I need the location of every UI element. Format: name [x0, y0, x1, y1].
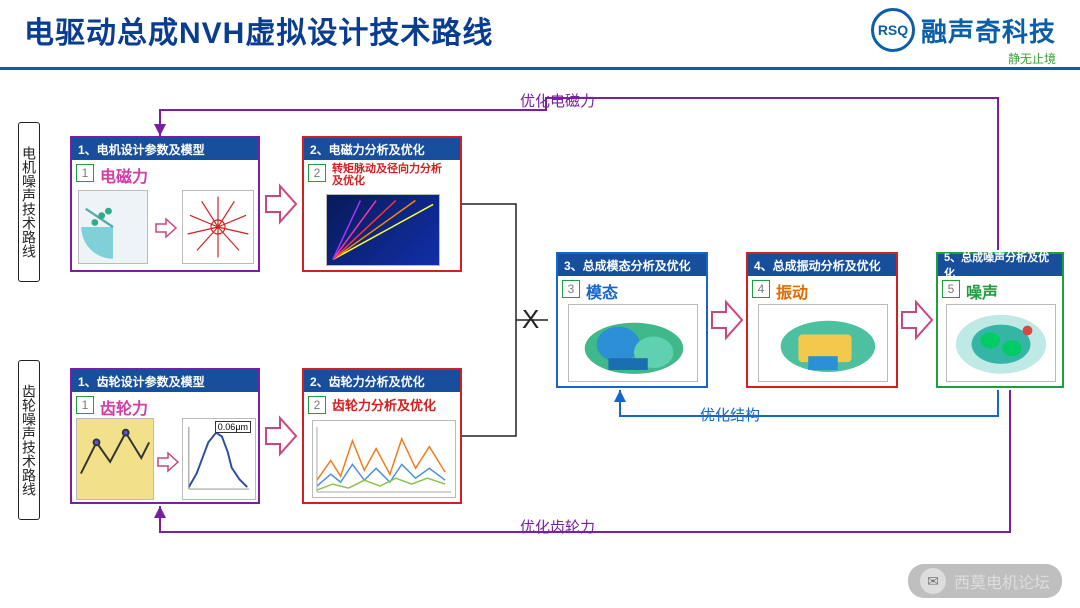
feedback-gear: 优化齿轮力 [520, 516, 595, 537]
step-number: 3 [562, 280, 580, 298]
step-number: 5 [942, 280, 960, 298]
step-label: 噪声 [966, 279, 998, 303]
step-number: 1 [76, 164, 94, 182]
box-modal: 3、总成模态分析及优化 3 模态 [556, 252, 708, 388]
thumb-modal-icon [568, 304, 698, 382]
box-header: 5、总成噪声分析及优化 [938, 254, 1062, 276]
thumb-force-rosette-icon [182, 190, 254, 264]
box-gear-force: 2、齿轮力分析及优化 2 齿轮力分析及优化 [302, 368, 462, 504]
box-header: 2、齿轮力分析及优化 [304, 370, 460, 392]
arrow-icon [154, 216, 178, 240]
page-title: 电驱动总成NVH虚拟设计技术路线 [24, 8, 493, 52]
logo-badge-icon: RSQ [871, 8, 915, 52]
combine-x: X [522, 304, 539, 335]
thumb-gearmesh-icon [76, 418, 154, 500]
box-motor-params: 1、电机设计参数及模型 1 电磁力 [70, 136, 260, 272]
feedback-struct: 优化结构 [700, 404, 760, 425]
box-header: 1、电机设计参数及模型 [72, 138, 258, 160]
step-label: 振动 [776, 279, 808, 303]
box-gear-params: 1、齿轮设计参数及模型 1 齿轮力 0.06μm [70, 368, 260, 504]
side-label-motor: 电机噪声技术路线 [18, 122, 40, 282]
box-header: 1、齿轮设计参数及模型 [72, 370, 258, 392]
step-label: 转矩脉动及径向力分析及优化 [332, 163, 452, 187]
watermark: ✉ 西莫电机论坛 [908, 564, 1062, 598]
box-header: 3、总成模态分析及优化 [558, 254, 706, 276]
arrow-icon [264, 182, 298, 226]
thumb-microgeom-icon: 0.06μm [182, 418, 256, 500]
thumb-campbell-icon [326, 194, 440, 266]
thumb-noise-icon [946, 304, 1056, 382]
box-noise: 5、总成噪声分析及优化 5 噪声 [936, 252, 1064, 388]
logo-text: 融声奇科技 [921, 12, 1056, 49]
step-label: 齿轮力分析及优化 [332, 395, 436, 414]
arrow-icon [264, 414, 298, 458]
feedback-em: 优化电磁力 [520, 90, 595, 111]
thumb-stator-icon [78, 190, 148, 264]
logo: RSQ 融声奇科技 静无止境 [871, 8, 1056, 67]
arrow-icon [156, 450, 180, 474]
step-label: 电磁力 [100, 163, 148, 187]
step-number: 2 [308, 164, 326, 182]
annotation: 0.06μm [215, 421, 251, 433]
thumb-spectrum-icon [312, 420, 456, 498]
box-motor-emforce: 2、电磁力分析及优化 2 转矩脉动及径向力分析及优化 [302, 136, 462, 272]
wechat-icon: ✉ [920, 568, 946, 594]
step-label: 模态 [586, 279, 618, 303]
side-label-gear: 齿轮噪声技术路线 [18, 360, 40, 520]
arrow-icon [710, 298, 744, 342]
step-label: 齿轮力 [100, 395, 148, 419]
step-number: 1 [76, 396, 94, 414]
step-number: 4 [752, 280, 770, 298]
box-header: 2、电磁力分析及优化 [304, 138, 460, 160]
step-number: 2 [308, 396, 326, 414]
header: 电驱动总成NVH虚拟设计技术路线 RSQ 融声奇科技 静无止境 [0, 0, 1080, 70]
box-header: 4、总成振动分析及优化 [748, 254, 896, 276]
watermark-text: 西莫电机论坛 [954, 569, 1050, 593]
box-vibration: 4、总成振动分析及优化 4 振动 [746, 252, 898, 388]
thumb-vibration-icon [758, 304, 888, 382]
arrow-icon [900, 298, 934, 342]
diagram-canvas: 电机噪声技术路线 齿轮噪声技术路线 1、电机设计参数及模型 1 电磁力 [0, 64, 1080, 608]
